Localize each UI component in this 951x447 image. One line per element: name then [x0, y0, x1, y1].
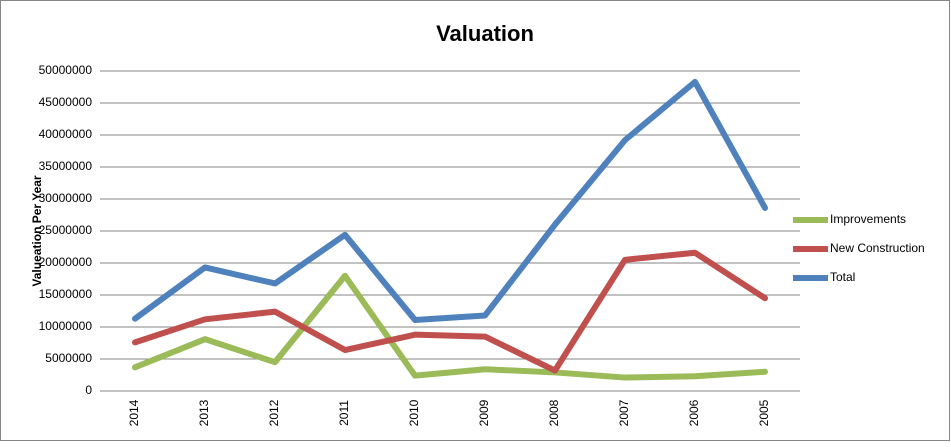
y-tick-label: 30000000	[39, 191, 93, 205]
y-tick-label: 25000000	[39, 223, 93, 237]
chart-title: Valuation	[436, 21, 534, 46]
series-line	[132, 249, 768, 374]
x-tick-label: 2005	[757, 399, 771, 426]
y-tick-label: 45000000	[39, 95, 93, 109]
x-tick-label: 2013	[197, 399, 211, 426]
legend-label: New Construction	[830, 241, 925, 255]
x-tick-label: 2012	[267, 399, 281, 426]
y-tick-label: 40000000	[39, 127, 93, 141]
x-tick-label: 2006	[687, 399, 701, 426]
y-tick-label: 10000000	[39, 319, 93, 333]
series-line	[132, 78, 768, 323]
y-tick-label: 35000000	[39, 159, 93, 173]
x-tick-label: 2011	[337, 400, 351, 426]
legend-label: Improvements	[830, 212, 906, 226]
x-tick-label: 2014	[127, 399, 141, 426]
y-tick-label: 5000000	[45, 351, 92, 365]
y-axis-label: Valueation Per Year	[30, 175, 44, 287]
x-tick-label: 2007	[617, 399, 631, 426]
y-tick-label: 50000000	[39, 63, 93, 77]
legend-label: Total	[830, 270, 855, 284]
y-tick-label: 15000000	[39, 287, 93, 301]
y-tick-label: 20000000	[39, 255, 93, 269]
y-tick-label: 0	[85, 383, 92, 397]
series-line	[132, 272, 768, 381]
x-tick-label: 2009	[477, 399, 491, 426]
x-tick-label: 2008	[547, 399, 561, 426]
x-tick-label: 2010	[407, 399, 421, 426]
